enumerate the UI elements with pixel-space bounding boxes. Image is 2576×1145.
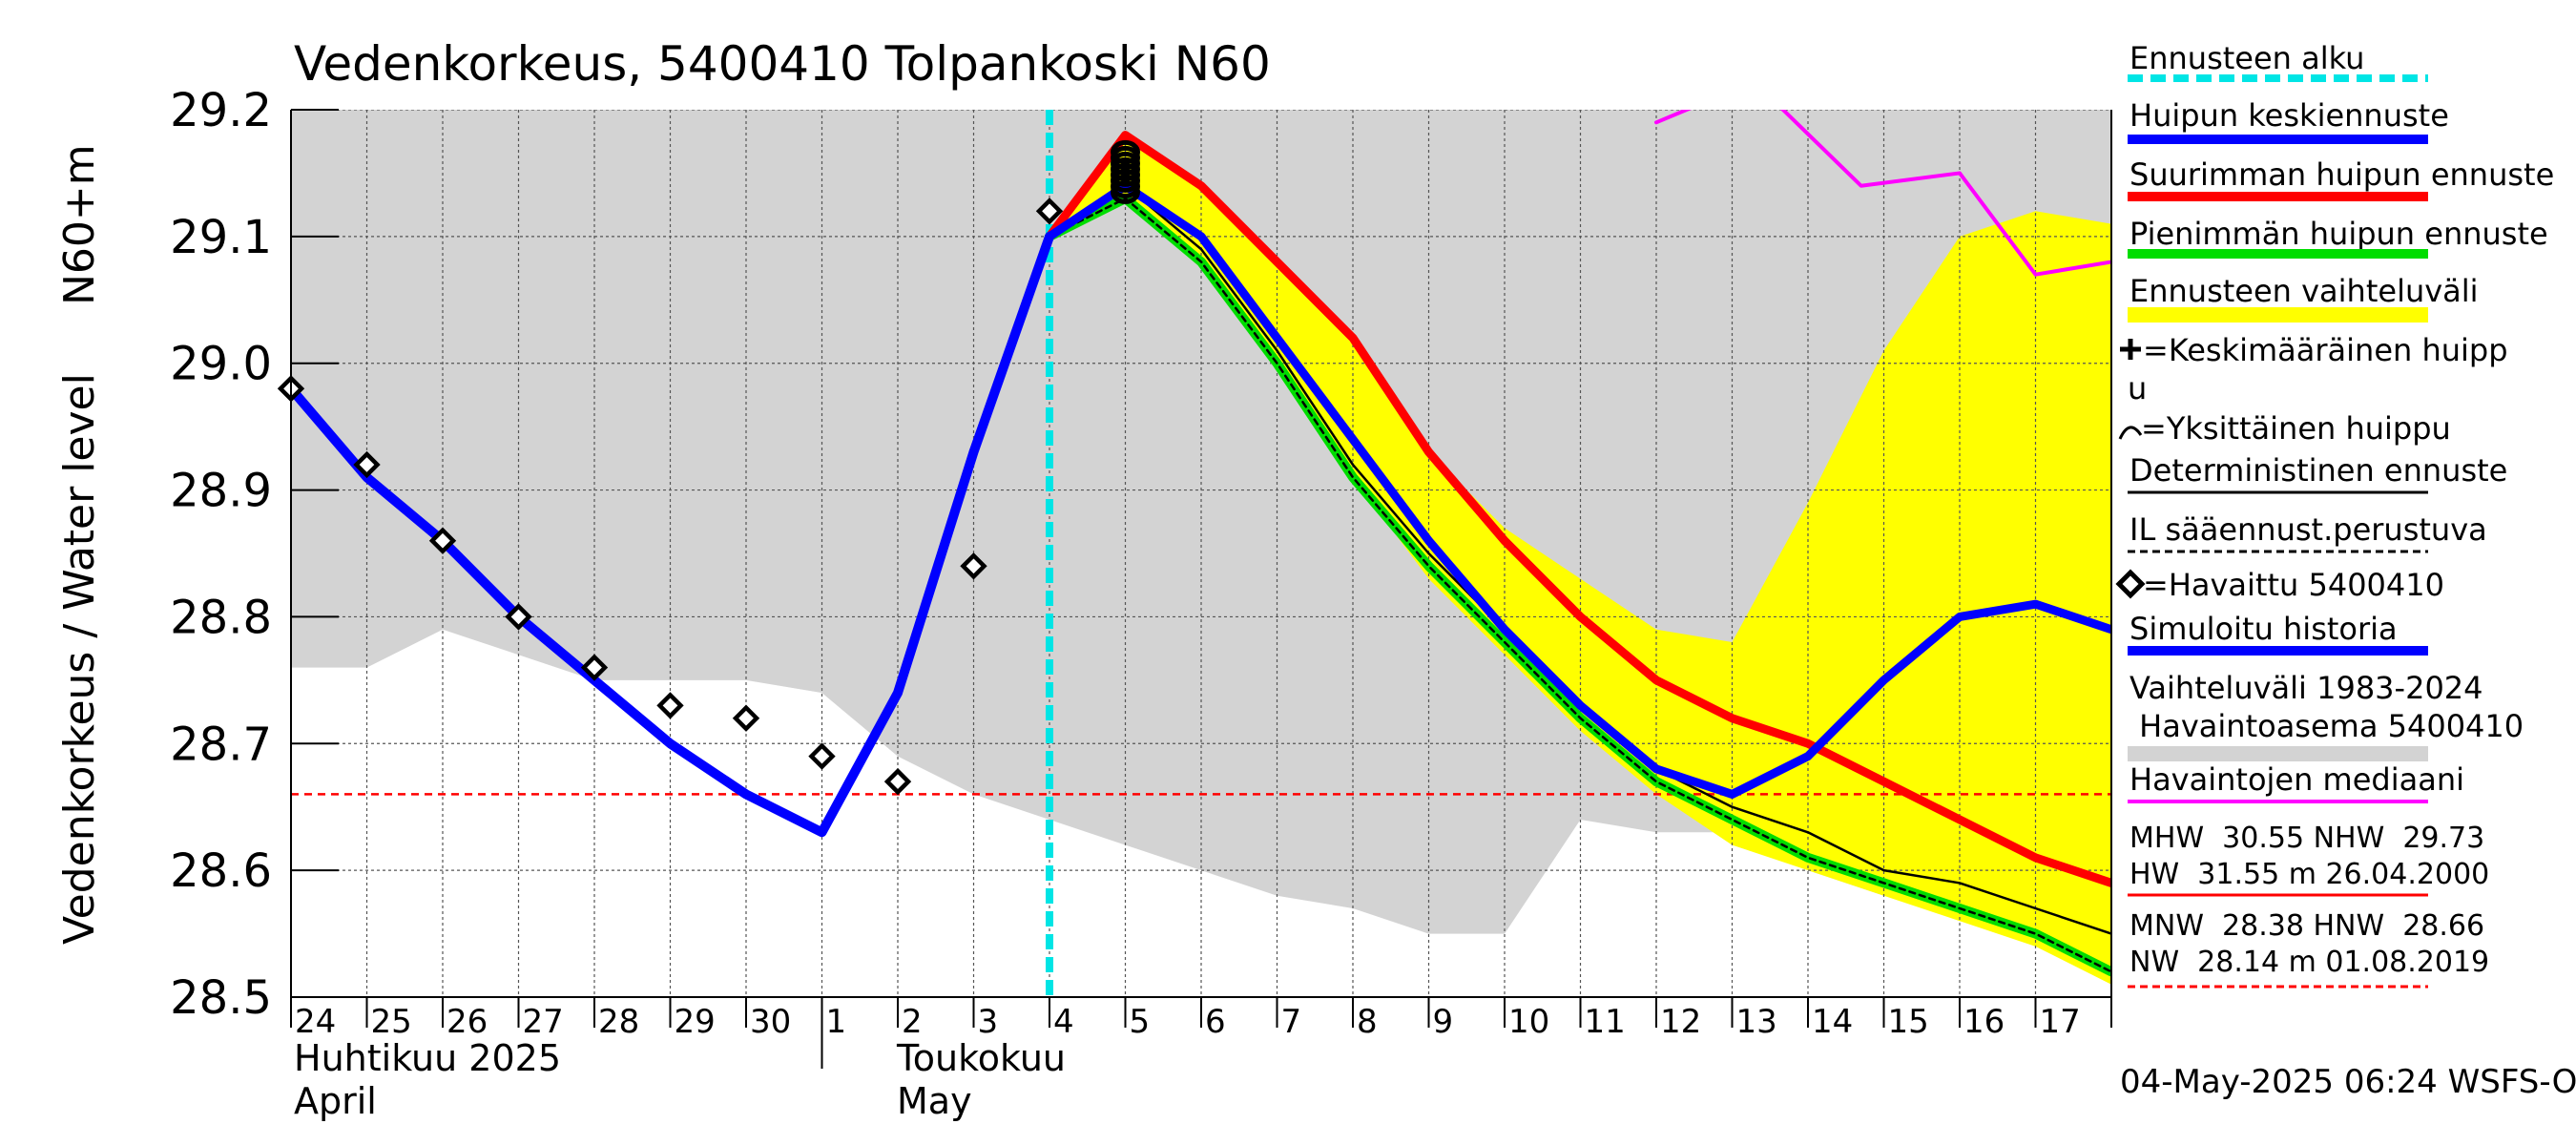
x-tick-label: 6 [1205,1003,1226,1041]
x-tick-label: 10 [1508,1003,1549,1041]
arc-icon [2118,426,2143,440]
legend-label-hist-range-2: Havaintoasema 5400410 [2129,708,2524,744]
legend-label-observed: =Havaittu 5400410 [2143,567,2444,603]
x-tick-label: 30 [750,1003,791,1041]
x-tick-label: 29 [675,1003,716,1041]
y-tick-label: 28.7 [170,718,272,771]
x-tick-label: 12 [1660,1003,1701,1041]
legend-label-forecast-start: Ennusteen alku [2129,40,2364,76]
x-tick-label: 25 [371,1003,412,1041]
x-tick-label: 14 [1812,1003,1853,1041]
month-label-april-fi: Huhtikuu 2025 [294,1037,561,1079]
x-tick-label: 9 [1433,1003,1454,1041]
x-tick-label: 5 [1130,1003,1151,1041]
series-line-havaintojen-mediaani [1654,110,2111,277]
x-tick-label: 26 [447,1003,488,1041]
diamond-icon [2115,569,2146,599]
forecast-range-band [1049,135,2111,985]
series-line-suurimman-huipun-ennuste [1045,131,2111,887]
observed-point [883,767,912,796]
month-label-may-en: May [897,1080,972,1122]
y-tick-label: 28.9 [170,465,272,518]
x-tick-label: 24 [295,1003,336,1041]
x-tick-label: 4 [1053,1003,1074,1041]
chart-title: Vedenkorkeus, 5400410 Tolpankoski N60 [294,36,1271,92]
x-tick-label: 2 [902,1003,923,1041]
legend-label-max-peak: Suurimman huipun ennuste [2129,156,2554,193]
legend-label-hist-range-1: Vaihteluväli 1983-2024 [2129,670,2483,706]
y-tick-label: 29.0 [170,338,272,391]
legend-swatch-range [2128,307,2428,323]
x-tick-label: 8 [1357,1003,1378,1041]
observed-point [808,742,836,770]
legend: Ennusteen alku Huipun keskiennuste Suuri… [2115,40,2554,989]
legend-stats-line-4: NW 28.14 m 01.08.2019 [2129,946,2489,979]
markers [277,139,1140,796]
observed-point [428,527,457,554]
x-tick-label: 7 [1281,1003,1302,1041]
plus-icon [2120,339,2141,360]
legend-label-mean-peak: Huipun keskiennuste [2129,97,2449,134]
legend-label-simulated: Simuloitu historia [2129,611,2398,647]
series-lines [291,110,2111,997]
y-tick-label: 28.6 [170,844,272,898]
legend-stats-line-1: MHW 30.55 NHW 29.73 [2129,822,2484,855]
series-line-huipun-keskiennuste [1045,181,2111,799]
x-tick-label: 16 [1963,1003,2005,1041]
legend-label-avg-peak-2: u [2128,370,2147,406]
footer-timestamp: 04-May-2025 06:24 WSFS-O [2120,1063,2576,1101]
legend-stats-line-2: HW 31.55 m 26.04.2000 [2129,858,2489,891]
y-axis-label: Vedenkorkeus / Water level [55,373,104,945]
legend-label-range: Ennusteen vaihteluväli [2129,273,2479,309]
y-axis-unit-label: N60+m [55,144,104,305]
observed-point [732,704,760,732]
legend-stats-line-3: MNW 28.38 HNW 28.66 [2129,909,2484,943]
x-tick-label: 28 [598,1003,639,1041]
legend-label-il: IL sääennust.perustuva [2129,511,2487,548]
observed-point [580,654,609,681]
observed-point [1035,198,1064,225]
y-tick-label: 29.1 [170,211,272,264]
legend-label-avg-peak-1: =Keskimääräinen huipp [2143,332,2508,368]
month-label-april-en: April [294,1080,377,1122]
x-tick-label: 15 [1888,1003,1929,1041]
legend-swatch-hist-range [2128,746,2428,761]
legend-label-deterministic: Deterministinen ennuste [2129,452,2507,489]
x-tick-label: 1 [826,1003,847,1041]
observed-point [505,603,532,631]
legend-label-single-peak: =Yksittäinen huippu [2141,410,2451,447]
peak-marker [1111,179,1140,204]
y-tick-label: 29.2 [170,84,272,137]
observed-point [353,450,381,479]
month-label-may-fi: Toukokuu [896,1037,1066,1079]
x-tick-label: 17 [2040,1003,2081,1041]
fills [291,110,2111,985]
axes: 28.528.628.728.828.929.029.129.224 25 26 27… [170,84,2112,1069]
series-line-il-s-ennust-perustuva [1048,197,2111,973]
x-tick-label: 27 [523,1003,564,1041]
y-tick-label: 28.8 [170,591,272,644]
legend-label-median: Havaintojen mediaani [2129,761,2464,798]
series-line-simuloitu-historia [291,231,1054,838]
legend-label-min-peak: Pienimmän huipun ennuste [2129,216,2548,252]
x-tick-label: 13 [1736,1003,1777,1041]
y-tick-label: 28.5 [170,971,272,1025]
x-tick-label: 3 [978,1003,999,1041]
observed-point [960,552,987,580]
x-tick-label: 11 [1585,1003,1626,1041]
observed-point [656,692,684,719]
